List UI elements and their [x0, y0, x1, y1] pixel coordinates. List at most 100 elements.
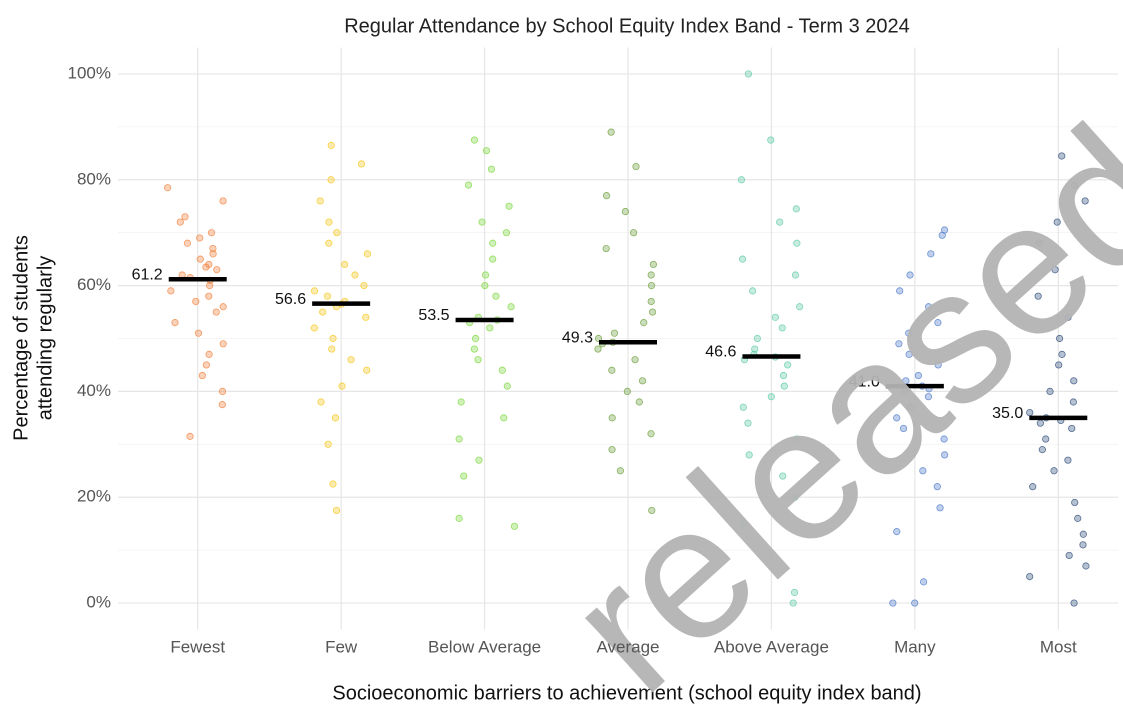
data-point [751, 345, 759, 353]
data-point [325, 218, 333, 226]
data-point [205, 350, 213, 358]
data-point [492, 292, 500, 300]
data-point [323, 292, 332, 300]
data-point [500, 414, 508, 422]
data-point [776, 218, 784, 226]
data-point [1064, 313, 1072, 321]
data-point [333, 229, 341, 237]
data-point [906, 271, 914, 279]
data-point [793, 435, 801, 443]
data-point [779, 371, 788, 380]
data-point [362, 313, 370, 321]
data-point [889, 599, 897, 607]
data-point [749, 287, 757, 295]
x-axis-title: Socioeconomic barriers to achievement (s… [332, 682, 921, 704]
data-point [486, 324, 494, 332]
data-point [1026, 408, 1034, 417]
data-point [738, 255, 747, 263]
data-point [906, 403, 914, 411]
data-point [778, 324, 786, 332]
y-axis-title-line: Percentage of students [10, 235, 32, 441]
data-point [934, 361, 942, 369]
data-point [202, 361, 210, 369]
data-point [474, 356, 482, 364]
data-point [192, 297, 200, 306]
data-point [745, 451, 753, 459]
data-point [489, 239, 497, 247]
y-tick-label: 60% [77, 275, 111, 294]
data-point [481, 271, 490, 279]
data-point [1058, 152, 1066, 160]
data-point [1051, 266, 1059, 274]
data-point [616, 467, 625, 475]
y-tick-label: 100% [68, 63, 111, 82]
median-label: 56.6 [275, 291, 306, 308]
data-point [328, 345, 336, 353]
data-point [648, 308, 657, 316]
data-point [791, 271, 800, 279]
data-point [621, 207, 630, 216]
data-point [608, 414, 616, 422]
data-point [1079, 541, 1087, 549]
data-point [610, 329, 619, 337]
data-point [457, 398, 465, 406]
data-point [796, 303, 804, 311]
data-point [167, 287, 175, 295]
data-point [594, 345, 602, 353]
data-point [791, 493, 799, 501]
data-point [360, 281, 368, 290]
data-point [649, 260, 658, 269]
data-point [460, 472, 468, 480]
data-point [503, 382, 511, 390]
data-point [1064, 456, 1072, 464]
data-point [470, 345, 478, 353]
data-point [219, 303, 227, 311]
data-point [218, 401, 226, 409]
data-point [1053, 218, 1061, 226]
data-point [317, 398, 325, 406]
data-point [363, 366, 371, 374]
data-point [767, 136, 775, 144]
data-point [607, 128, 615, 136]
data-point [464, 181, 473, 189]
data-point [896, 287, 904, 295]
data-point [351, 271, 359, 279]
data-point [941, 451, 949, 459]
data-point [1034, 292, 1042, 300]
y-axis-title: Percentage of students attending regular… [10, 235, 56, 441]
data-point [219, 197, 227, 205]
data-point [1035, 239, 1044, 247]
y-tick-label: 20% [77, 487, 111, 506]
data-point [363, 250, 372, 258]
data-point [608, 366, 616, 374]
grid [118, 47, 1118, 630]
data-point [771, 313, 779, 321]
data-point [635, 398, 643, 406]
data-point [209, 244, 217, 253]
data-point [1082, 562, 1090, 570]
data-point [648, 506, 656, 515]
data-point [647, 281, 656, 290]
chart-title: Regular Attendance by School Equity Inde… [344, 15, 910, 37]
data-point [739, 520, 748, 528]
data-point [207, 229, 216, 237]
data-point [1069, 398, 1077, 406]
data-point [510, 522, 519, 530]
data-point [212, 308, 220, 316]
data-point [1026, 572, 1034, 581]
data-point [779, 472, 787, 480]
y-tick-label: 0% [86, 593, 111, 612]
data-point [347, 356, 355, 364]
data-point [186, 432, 194, 440]
data-point [213, 266, 221, 274]
median-label: 49.3 [562, 329, 593, 346]
data-point [790, 588, 799, 597]
data-point [1065, 551, 1073, 560]
data-point [940, 435, 948, 443]
data-point [357, 160, 366, 168]
data-point [793, 239, 801, 247]
data-point [911, 599, 919, 607]
data-point [936, 504, 944, 512]
median-label: 35.0 [992, 405, 1023, 422]
